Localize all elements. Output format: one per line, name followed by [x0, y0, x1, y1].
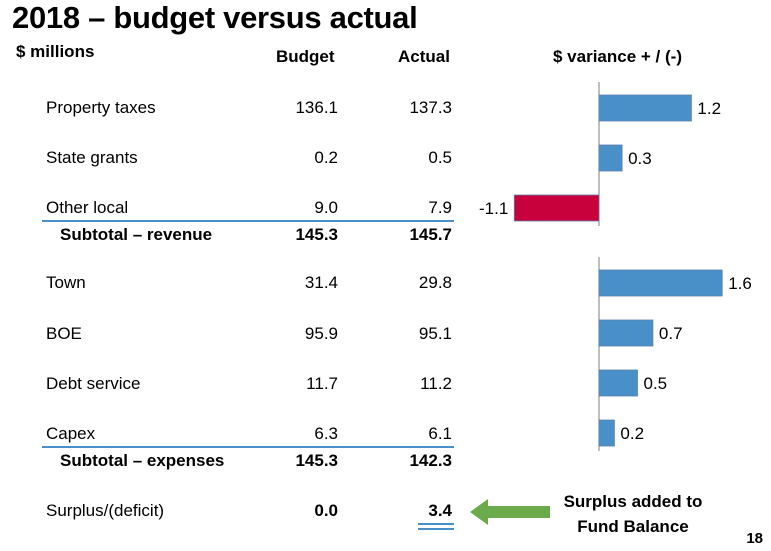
- row-label-other-local: Other local: [46, 198, 129, 217]
- variance-bar-boe: [598, 319, 654, 347]
- row-budget-subtotal-revenue: 145.3: [295, 225, 338, 244]
- row-budget-debt-service: 11.7: [306, 374, 338, 393]
- row-actual-debt-service: 11.2: [420, 374, 452, 393]
- variance-label-state-grants: 0.3: [628, 149, 652, 168]
- variance-bar-other-local: [513, 194, 600, 222]
- row-actual-state-grants: 0.5: [428, 148, 452, 167]
- variance-header: $ variance + / (-): [553, 47, 682, 66]
- surplus-double-rule-top: [418, 523, 454, 525]
- row-label-surplus: Surplus/(deficit): [46, 501, 165, 520]
- row-actual-property-taxes: 137.3: [409, 98, 452, 117]
- row-budget-surplus: 0.0: [314, 501, 338, 520]
- variance-label-town: 1.6: [728, 274, 752, 293]
- variance-label-boe: 0.7: [659, 324, 683, 343]
- variance-label-capex: 0.2: [620, 424, 644, 443]
- units-label: $ millions: [16, 42, 95, 61]
- row-budget-state-grants: 0.2: [314, 148, 338, 167]
- page-title: 2018 – budget versus actual: [12, 0, 418, 35]
- variance-label-property-taxes: 1.2: [697, 99, 721, 118]
- row-actual-subtotal-revenue: 145.7: [409, 225, 452, 244]
- row-label-town: Town: [46, 273, 86, 292]
- row-label-state-grants: State grants: [46, 148, 138, 167]
- row-budget-town: 31.4: [304, 273, 338, 292]
- variance-bar-state-grants: [598, 144, 623, 172]
- budget-header: Budget: [276, 47, 335, 66]
- row-label-property-taxes: Property taxes: [46, 98, 156, 117]
- variance-label-other-local: -1.1: [479, 199, 508, 218]
- row-budget-other-local: 9.0: [314, 198, 338, 217]
- variance-bar-capex: [598, 419, 615, 447]
- surplus-note: Surplus added to Fund Balance: [563, 492, 703, 536]
- variance-bar-town: [598, 269, 723, 297]
- row-actual-town: 29.8: [418, 273, 452, 292]
- surplus-arrow-icon: [470, 499, 550, 525]
- page-number: 18: [746, 530, 763, 547]
- actual-header: Actual: [398, 47, 450, 66]
- row-actual-surplus: 3.4: [428, 501, 452, 520]
- chart-layer: 1.2 0.3 -1.1 1.6 0.7 0.5 0.2: [479, 82, 752, 451]
- row-actual-capex: 6.1: [428, 424, 452, 443]
- row-label-debt-service: Debt service: [46, 374, 141, 393]
- row-actual-boe: 95.1: [418, 324, 452, 343]
- variance-bar-property-taxes: [598, 94, 692, 122]
- row-budget-boe: 95.9: [304, 324, 338, 343]
- row-label-capex: Capex: [46, 424, 96, 443]
- expenses-subtotal-rule: [42, 446, 454, 448]
- row-label-subtotal-expenses: Subtotal – expenses: [60, 451, 225, 470]
- row-budget-property-taxes: 136.1: [295, 98, 338, 117]
- surplus-double-rule-bottom: [418, 528, 454, 530]
- row-actual-other-local: 7.9: [428, 198, 452, 217]
- row-budget-capex: 6.3: [314, 424, 338, 443]
- row-label-subtotal-revenue: Subtotal – revenue: [60, 225, 213, 244]
- row-label-boe: BOE: [46, 324, 82, 343]
- variance-label-debt-service: 0.5: [644, 374, 668, 393]
- revenue-subtotal-rule: [42, 220, 454, 222]
- variance-bar-debt-service: [598, 369, 638, 397]
- row-budget-subtotal-expenses: 145.3: [295, 451, 338, 470]
- row-actual-subtotal-expenses: 142.3: [409, 451, 452, 470]
